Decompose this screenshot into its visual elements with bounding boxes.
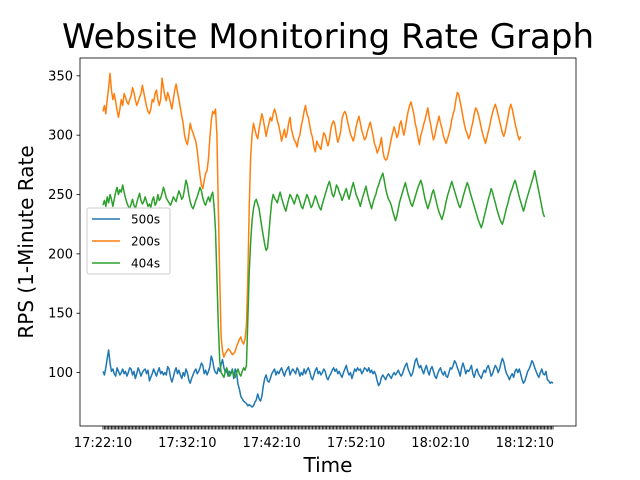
series-line-404s xyxy=(102,170,546,379)
y-tick-label: 350 xyxy=(48,69,73,84)
y-tick-label: 200 xyxy=(48,247,73,262)
chart-title: Website Monitoring Rate Graph xyxy=(62,17,594,57)
legend-label-404s: 404s xyxy=(131,257,160,271)
series-lines xyxy=(102,72,554,408)
x-tick-label: 18:12:10 xyxy=(496,436,554,451)
y-tick-label: 150 xyxy=(48,307,73,322)
series-line-200s xyxy=(102,72,522,358)
y-tick-label: 100 xyxy=(48,366,73,381)
y-ticks: 100 150 200 250 300 350 xyxy=(48,69,80,381)
legend: 500s 200s 404s xyxy=(86,207,171,275)
series-line-500s xyxy=(102,349,554,408)
y-axis-label: RPS (1-Minute Rate xyxy=(14,145,38,338)
x-axis-label: Time xyxy=(303,453,353,477)
legend-label-200s: 200s xyxy=(131,235,160,249)
x-ticks xyxy=(102,426,554,430)
legend-label-500s: 500s xyxy=(131,213,160,227)
x-tick-label: 17:52:10 xyxy=(327,436,385,451)
x-axis: 17:22:10 17:32:10 17:42:10 17:52:10 18:02:10… xyxy=(74,426,554,451)
y-tick-label: 300 xyxy=(48,129,73,144)
x-tick-labels: 17:22:10 17:32:10 17:42:10 17:52:10 18:02:10… xyxy=(74,436,554,451)
legend-box xyxy=(86,207,171,275)
x-tick-label: 17:22:10 xyxy=(74,436,132,451)
x-tick-label: 18:02:10 xyxy=(411,436,469,451)
x-tick-label: 17:42:10 xyxy=(243,436,301,451)
plot-area xyxy=(79,57,577,427)
x-tick-label: 17:32:10 xyxy=(158,436,216,451)
y-axis: 100 150 200 250 300 350 xyxy=(48,69,80,381)
y-tick-label: 250 xyxy=(48,188,73,203)
